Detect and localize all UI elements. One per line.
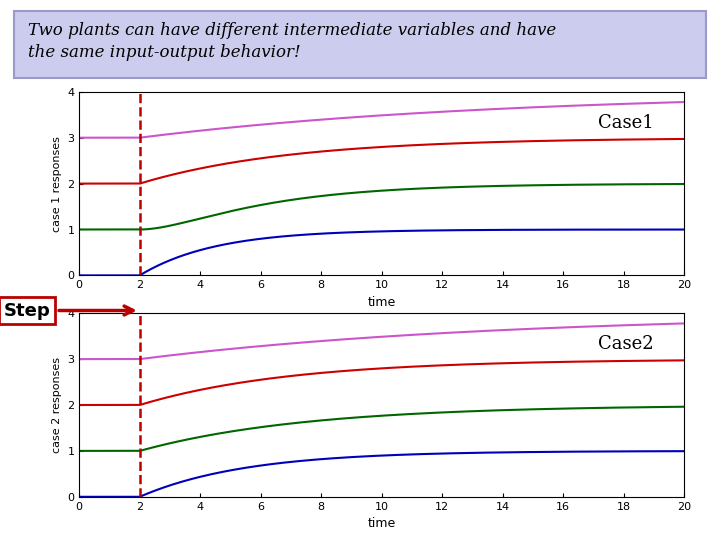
FancyBboxPatch shape (14, 11, 706, 78)
Text: Case1: Case1 (598, 114, 654, 132)
Y-axis label: case 2 responses: case 2 responses (52, 357, 62, 453)
X-axis label: time: time (367, 296, 396, 309)
X-axis label: time: time (367, 517, 396, 530)
Y-axis label: case 1 responses: case 1 responses (52, 136, 62, 232)
Text: Case2: Case2 (598, 335, 654, 353)
Text: Two plants can have different intermediate variables and have
the same input-out: Two plants can have different intermedia… (28, 22, 557, 61)
Text: Step: Step (4, 301, 50, 320)
